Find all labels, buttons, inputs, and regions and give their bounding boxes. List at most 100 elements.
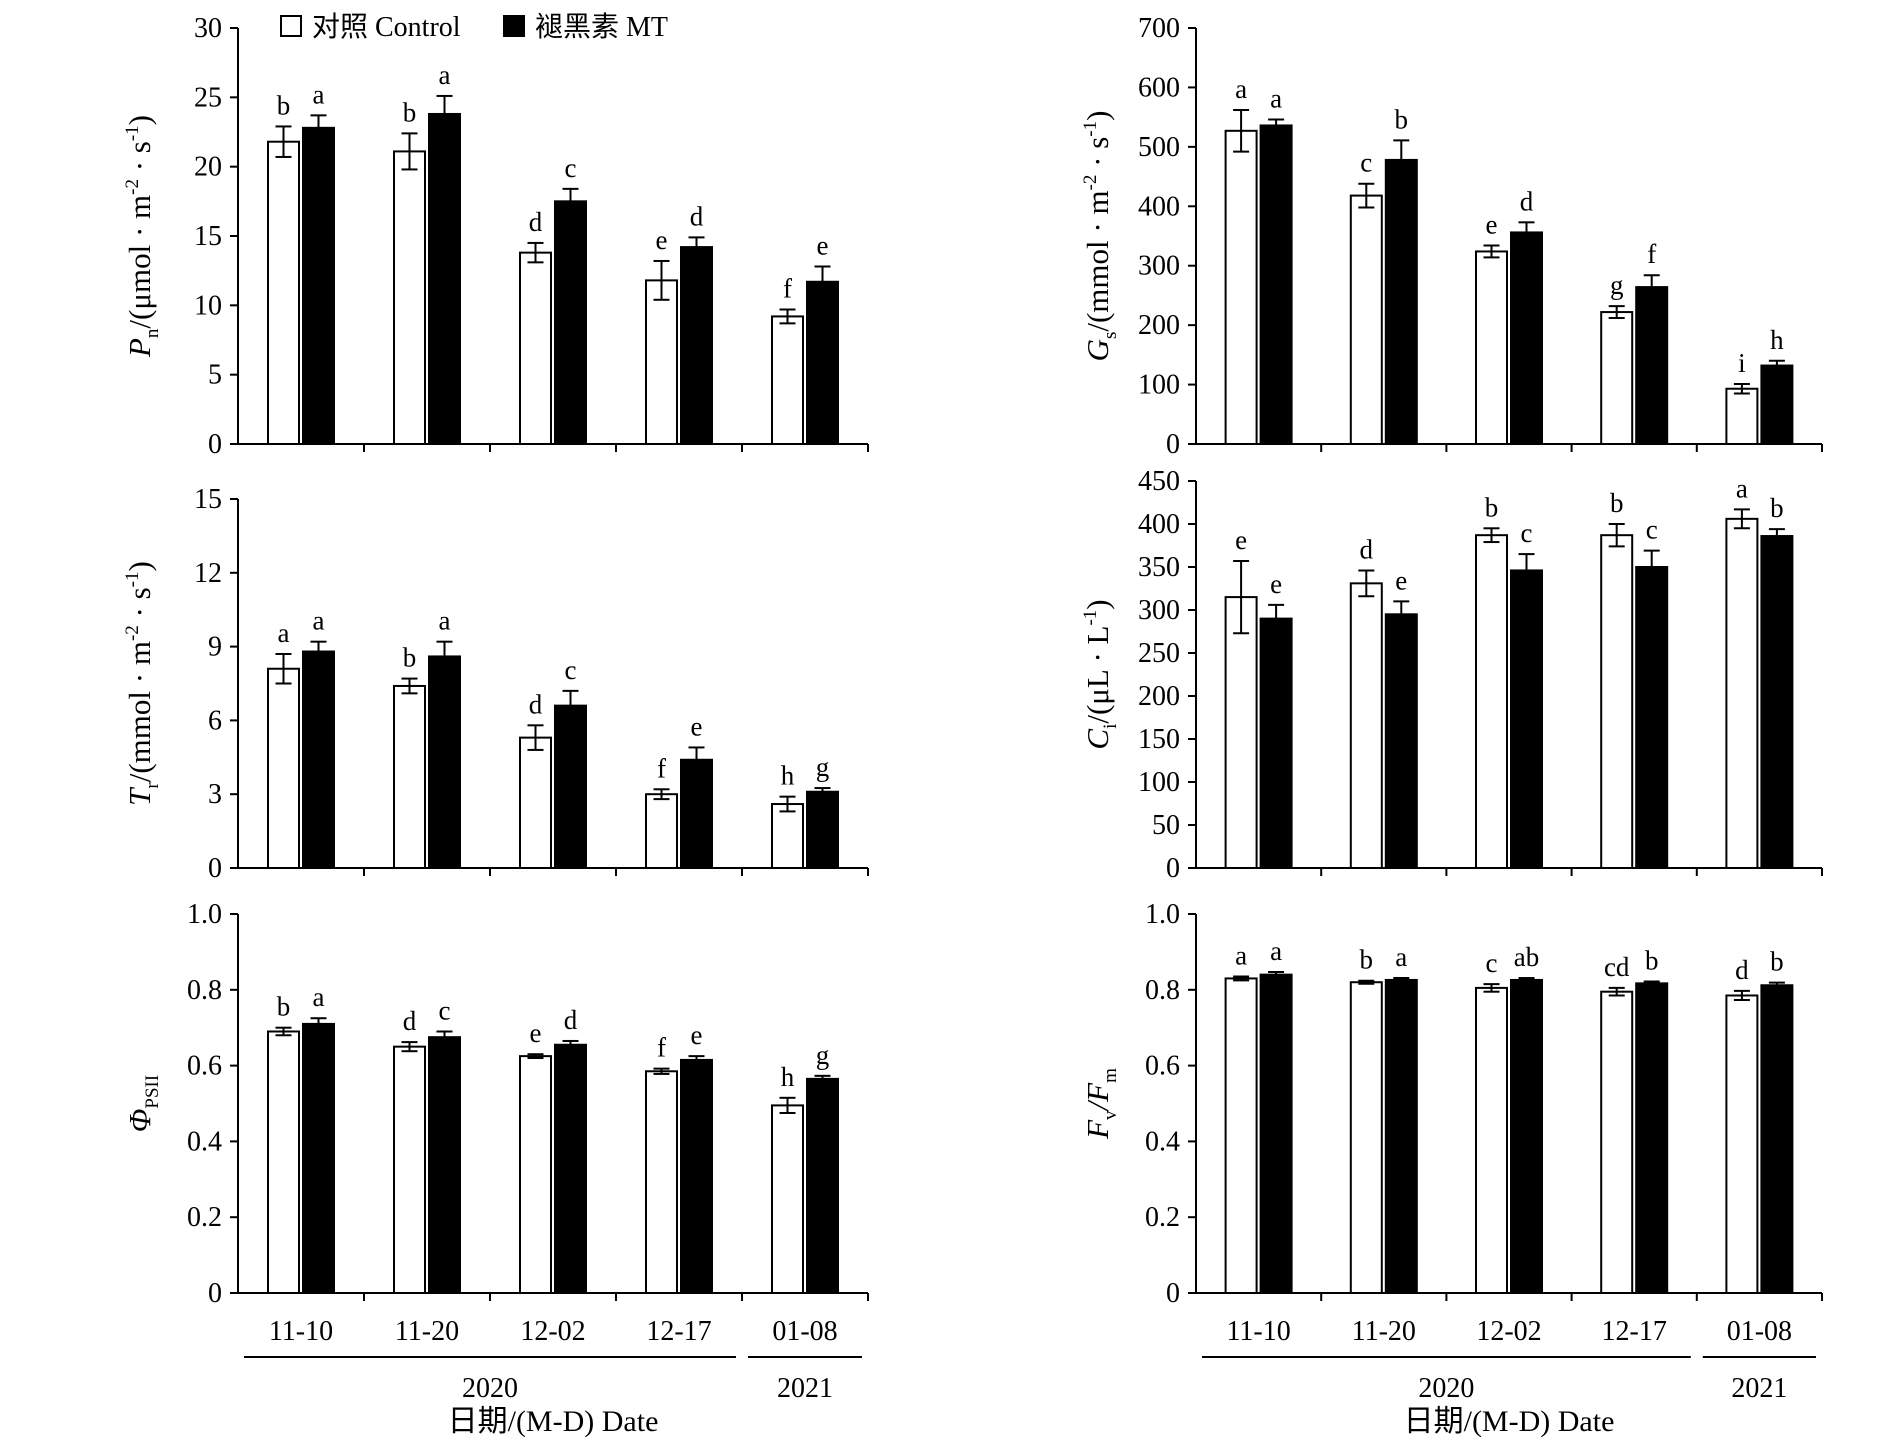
y-tick-label: 250 (1138, 638, 1180, 669)
bar-control-11-10 (1224, 977, 1258, 1294)
significance-letter: b (277, 90, 291, 120)
bar-mt-11-20 (1384, 158, 1418, 445)
date-label: 12-17 (1602, 1316, 1667, 1347)
y-tick-label: 450 (1138, 466, 1180, 497)
bar-control-12-02 (519, 251, 552, 445)
significance-letter: e (1235, 525, 1247, 555)
significance-letter: e (691, 711, 703, 741)
bar-mt-11-10 (1259, 973, 1293, 1294)
y-tick-label: 0.2 (1145, 1202, 1180, 1233)
y-axis-title: Tr/(mmol · m-2 · s-1) (122, 561, 163, 806)
significance-letter: c (1486, 948, 1498, 978)
y-tick-label: 0 (208, 429, 222, 460)
bar-control-11-20 (393, 684, 426, 870)
y-axis-title: ΦPSII (122, 1075, 163, 1132)
y-axis-title: Fv/Fm (1080, 1068, 1121, 1140)
bar-control-12-02 (1475, 250, 1508, 445)
y-tick-label: 0.6 (187, 1051, 222, 1082)
y-tick-label: 300 (1138, 251, 1180, 282)
y-tick-label: 0 (208, 853, 222, 884)
bar-mt-12-17 (680, 246, 713, 445)
significance-letter: e (656, 225, 668, 255)
bar-mt-11-10 (302, 126, 335, 445)
y-tick-label: 0.2 (187, 1202, 222, 1233)
significance-letter: e (817, 231, 829, 261)
bar-control-12-02 (519, 1055, 552, 1294)
y-tick-label: 0.6 (1145, 1051, 1180, 1082)
significance-letter: h (1770, 325, 1784, 355)
y-tick-label: 400 (1138, 191, 1180, 222)
bar-control-12-17 (645, 279, 678, 445)
bar-control-11-10 (1224, 129, 1258, 445)
bar-mt-01-08 (1760, 535, 1794, 869)
bar-mt-11-20 (1384, 613, 1418, 869)
y-tick-label: 0 (1166, 429, 1180, 460)
significance-letter: a (313, 606, 325, 636)
date-label: 01-08 (1727, 1316, 1792, 1347)
y-axis-title: Pn/(μmol · m-2 · s-1) (122, 115, 163, 358)
bar-mt-12-17 (680, 1058, 713, 1295)
year-label: 2021 (777, 1373, 833, 1404)
significance-letter: b (277, 992, 291, 1022)
y-tick-label: 0.4 (187, 1126, 222, 1157)
legend-swatch-control (280, 15, 302, 37)
legend-swatch-mt (503, 15, 525, 37)
significance-letter: a (439, 60, 451, 90)
significance-letter: a (1270, 936, 1282, 966)
y-tick-label: 12 (194, 558, 222, 589)
panel-2: 0 100 200 300 400 500 600 700 Gs/(mmol · m-2 · s… (1080, 13, 1823, 460)
y-tick-label: 9 (208, 632, 222, 663)
bar-mt-11-10 (1259, 617, 1293, 869)
y-tick-label: 100 (1138, 767, 1180, 798)
bar-control-12-02 (1475, 986, 1508, 1295)
bar-mt-12-02 (554, 704, 587, 870)
year-label: 2020 (462, 1373, 518, 1404)
significance-letter: b (1395, 104, 1409, 134)
bar-mt-12-17 (1635, 982, 1669, 1294)
y-tick-label: 200 (1138, 681, 1180, 712)
y-tick-label: 600 (1138, 72, 1180, 103)
significance-letter: d (529, 207, 543, 237)
y-tick-label: 0.8 (187, 975, 222, 1006)
y-tick-label: 0 (1166, 1278, 1180, 1309)
y-tick-label: 25 (194, 82, 222, 113)
y-tick-label: 400 (1138, 509, 1180, 540)
bar-mt-11-10 (302, 650, 335, 870)
y-tick-label: 300 (1138, 595, 1180, 626)
bar-control-11-20 (1349, 194, 1383, 445)
y-tick-label: 500 (1138, 132, 1180, 163)
date-label: 11-20 (395, 1316, 459, 1347)
significance-letter: f (657, 1033, 666, 1063)
y-tick-label: 700 (1138, 13, 1180, 44)
y-tick-label: 50 (1152, 810, 1180, 841)
y-tick-label: 0 (208, 1278, 222, 1309)
bar-control-12-02 (1475, 534, 1508, 869)
panel-6: 00.20.40.60.81.0Fv/Fma a b a c ab cd b d b (1080, 899, 1823, 1309)
date-label: 12-02 (1476, 1316, 1541, 1347)
significance-letter: e (1270, 569, 1282, 599)
y-tick-label: 6 (208, 705, 222, 736)
significance-letter: e (691, 1020, 703, 1050)
y-tick-label: 0 (1166, 853, 1180, 884)
year-label: 2021 (1731, 1373, 1787, 1404)
bar-control-01-08 (1725, 517, 1759, 870)
bar-control-11-10 (267, 667, 300, 869)
significance-letter: b (1485, 492, 1499, 522)
date-label: 12-17 (646, 1316, 711, 1347)
significance-letter: a (313, 982, 325, 1012)
bar-mt-12-02 (1510, 978, 1543, 1294)
legend-label-control: 对照 Control (312, 11, 461, 43)
significance-letter: cd (1604, 952, 1630, 982)
significance-letter: a (1395, 942, 1407, 972)
bar-mt-11-10 (302, 1022, 335, 1294)
bar-control-11-20 (393, 150, 426, 445)
bar-mt-01-08 (1760, 364, 1794, 446)
bar-control-11-10 (1224, 596, 1258, 869)
bar-control-11-10 (267, 1030, 300, 1294)
bar-mt-11-20 (428, 1036, 461, 1295)
bar-mt-12-17 (1635, 286, 1669, 446)
x-axis-title: 日期/(M-D) Date (1404, 1405, 1615, 1437)
significance-letter: g (816, 1040, 830, 1070)
y-tick-label: 200 (1138, 310, 1180, 341)
